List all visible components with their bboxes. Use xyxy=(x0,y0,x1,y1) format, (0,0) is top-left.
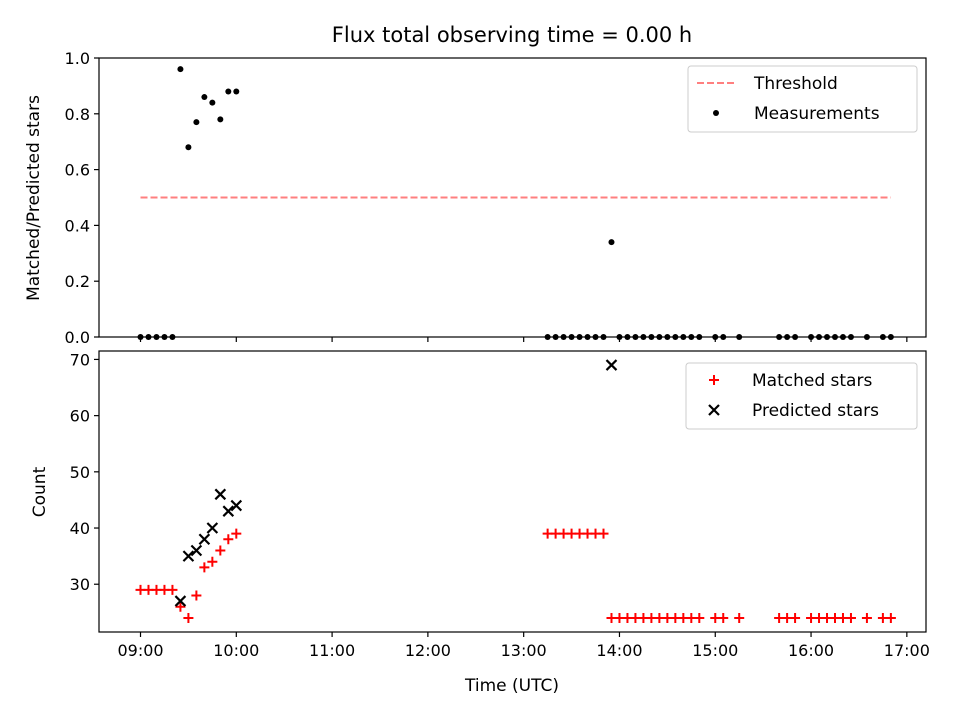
y-tick-label: 40 xyxy=(70,519,90,538)
measurement-point xyxy=(185,144,192,151)
series-predicted-stars xyxy=(174,359,618,607)
predicted-point xyxy=(214,488,227,501)
measurement-point xyxy=(201,94,208,101)
legend-marker xyxy=(708,404,720,416)
legend-label: Matched stars xyxy=(752,371,872,391)
predicted-point xyxy=(198,533,211,546)
matched-point xyxy=(167,584,178,595)
matched-point xyxy=(718,612,729,623)
y-tick-label: 1.0 xyxy=(65,49,90,68)
x-tick-label: 09:00 xyxy=(117,641,163,660)
predicted-point xyxy=(182,550,195,562)
matched-point xyxy=(191,590,202,601)
legend-label: Threshold xyxy=(753,74,838,94)
legend-label: Measurements xyxy=(754,104,880,124)
predicted-point xyxy=(222,505,235,517)
legend: Threshold Measurements xyxy=(687,65,918,133)
x-tick-label: 10:00 xyxy=(213,641,259,660)
x-tick-label: 11:00 xyxy=(309,641,355,660)
y-tick-label: 30 xyxy=(70,575,90,594)
x-tick-label: 13:00 xyxy=(501,641,547,660)
measurement-point xyxy=(177,66,184,73)
x-tick-label: 12:00 xyxy=(405,641,451,660)
y-tick-label: 0.2 xyxy=(65,272,90,291)
y-tick-label: 0.0 xyxy=(65,328,90,347)
x-axis-label: Time (UTC) xyxy=(464,676,559,696)
predicted-point xyxy=(605,359,618,371)
y-tick-label: 70 xyxy=(70,350,90,369)
y-tick-label: 0.8 xyxy=(65,105,90,124)
count-panel: 09:00 10:00 11:00 12:00 13:00 14:00 15:00 16:00… xyxy=(70,350,930,660)
x-tick-label: 17:00 xyxy=(884,641,930,660)
top-y-axis-label: Matched/Predicted stars xyxy=(24,95,44,301)
predicted-point xyxy=(206,522,219,534)
predicted-point xyxy=(230,499,243,512)
measurement-point xyxy=(225,88,232,95)
legend-label: Predicted stars xyxy=(752,401,879,421)
y-tick-label: 60 xyxy=(70,407,90,426)
series-matched-stars xyxy=(135,528,896,623)
chart-title: Flux total observing time = 0.00 h xyxy=(332,23,692,47)
axes-frame xyxy=(98,57,927,338)
matched-point xyxy=(845,612,856,623)
measurement-point xyxy=(217,116,224,123)
matched-point xyxy=(598,528,609,539)
axes-frame xyxy=(98,350,927,633)
x-tick-label: 15:00 xyxy=(692,641,738,660)
matched-point xyxy=(183,612,194,623)
x-tick-label: 14:00 xyxy=(596,641,642,660)
series-measurements xyxy=(137,66,894,340)
legend-marker xyxy=(713,110,719,116)
matched-point xyxy=(215,545,226,556)
y-tick-label: 0.4 xyxy=(65,216,90,235)
matched-point xyxy=(223,534,234,545)
predicted-point xyxy=(190,544,203,557)
measurement-point xyxy=(209,99,216,106)
matched-point xyxy=(734,612,745,623)
matched-point xyxy=(175,601,186,612)
legend: Matched stars Predicted stars xyxy=(685,362,918,430)
matched-point xyxy=(199,562,210,573)
measurement-point xyxy=(608,239,615,246)
matched-point xyxy=(694,612,705,623)
ratio-panel: 0.0 0.2 0.4 0.6 0.8 1.0 Threshold Measurements xyxy=(65,49,927,347)
legend-marker xyxy=(709,375,719,385)
y-tick-label: 0.6 xyxy=(65,161,90,180)
y-tick-label: 50 xyxy=(70,463,90,482)
x-tick-label: 16:00 xyxy=(788,641,834,660)
matched-point xyxy=(861,612,872,623)
matched-point xyxy=(207,556,218,567)
legend-box xyxy=(687,65,918,133)
matched-point xyxy=(790,612,801,623)
matched-point xyxy=(231,528,242,539)
measurement-point xyxy=(193,119,200,126)
measurement-point xyxy=(233,88,240,95)
matched-point xyxy=(885,612,896,623)
bottom-y-axis-label: Count xyxy=(30,466,50,517)
predicted-point xyxy=(174,595,187,607)
legend-box xyxy=(685,362,918,430)
